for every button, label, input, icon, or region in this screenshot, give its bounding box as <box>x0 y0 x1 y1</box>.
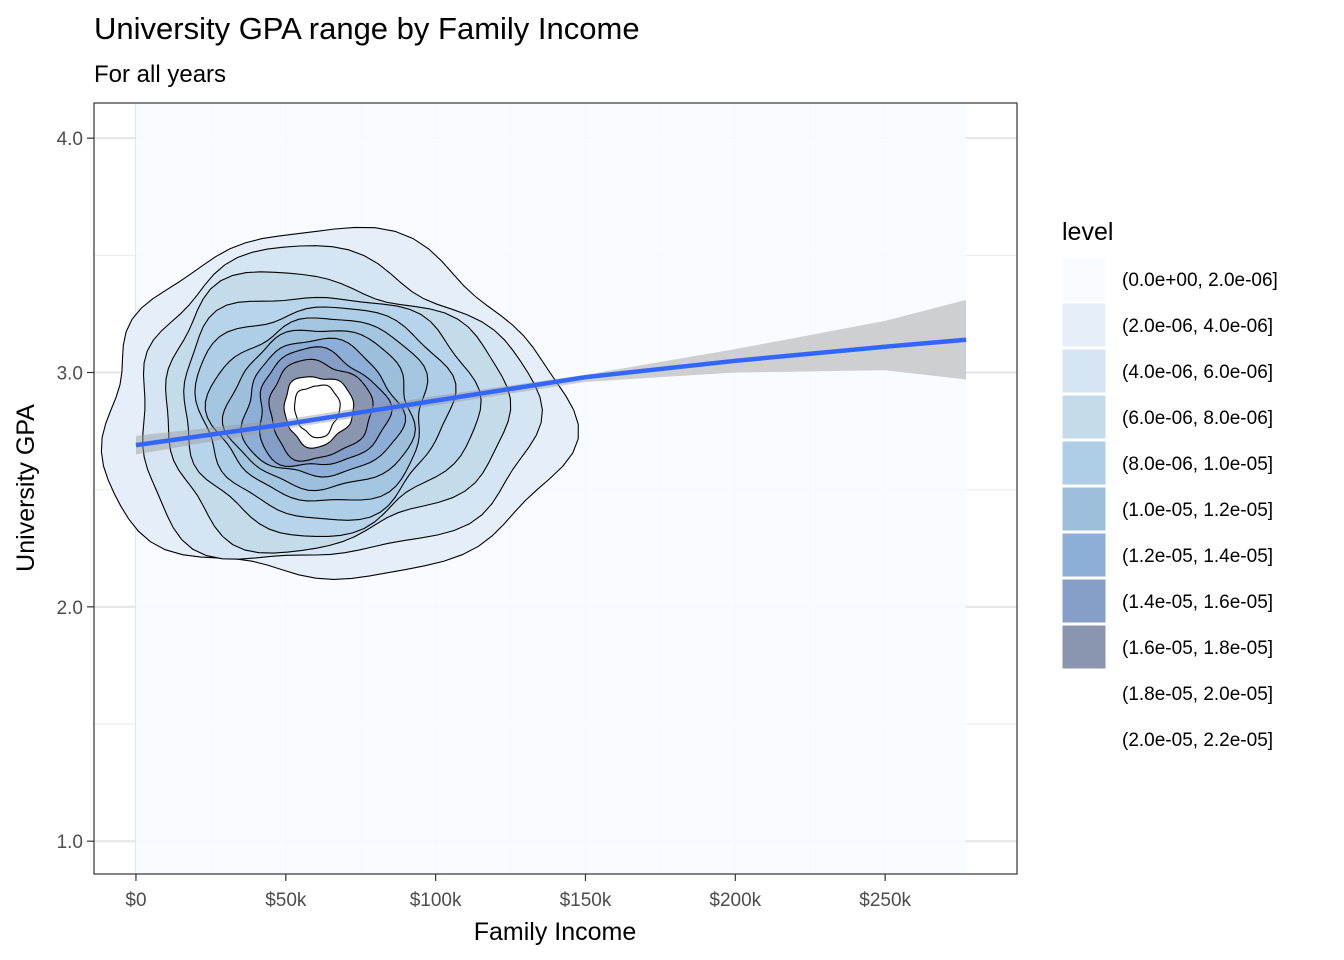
x-tick-label: $100k <box>410 890 462 911</box>
legend: (0.0e+00, 2.0e-06] (2.0e-06, 4.0e-06] (4.0… <box>1061 256 1278 762</box>
legend-key <box>1061 578 1107 624</box>
x-tick-label: $0 <box>125 890 146 911</box>
y-tick-label: 3.0 <box>57 363 83 384</box>
legend-label: (2.0e-05, 2.2e-05] <box>1122 730 1273 751</box>
smooth-line <box>135 337 967 448</box>
legend-key <box>1061 302 1107 348</box>
legend-label: (0.0e+00, 2.0e-06] <box>1122 270 1278 291</box>
y-tick-label: 4.0 <box>57 129 83 150</box>
density-contours <box>100 103 967 874</box>
legend-label: (2.0e-06, 4.0e-06] <box>1122 316 1273 337</box>
legend-label: (4.0e-06, 6.0e-06] <box>1122 362 1273 383</box>
density-contour <box>293 384 341 439</box>
legend-key <box>1061 670 1107 716</box>
legend-key <box>1061 256 1107 302</box>
legend-key <box>1061 624 1107 670</box>
legend-title: level <box>1062 218 1113 246</box>
legend-label: (1.0e-05, 1.2e-05] <box>1122 500 1273 521</box>
legend-key <box>1061 716 1107 762</box>
legend-label: (8.0e-06, 1.0e-05] <box>1122 454 1273 475</box>
x-axis: $0 $50k $100k $150k $200k $250k <box>125 874 912 911</box>
y-tick-label: 1.0 <box>57 832 83 853</box>
y-axis-title: University GPA <box>12 404 40 572</box>
legend-label: (6.0e-06, 8.0e-06] <box>1122 408 1273 429</box>
legend-key <box>1061 394 1107 440</box>
plot-panel-border <box>93 102 1018 875</box>
chart-subtitle: For all years <box>94 61 226 88</box>
y-axis: 1.0 2.0 3.0 4.0 <box>57 129 94 853</box>
x-tick-label: $250k <box>859 890 911 911</box>
smooth-trend <box>135 299 967 455</box>
legend-label: (1.4e-05, 1.6e-05] <box>1122 592 1273 613</box>
legend-label: (1.2e-05, 1.4e-05] <box>1122 546 1273 567</box>
x-tick-label: $150k <box>560 890 612 911</box>
legend-key <box>1061 532 1107 578</box>
x-tick-label: $50k <box>265 890 307 911</box>
x-tick-label: $200k <box>709 890 761 911</box>
x-axis-title: Family Income <box>474 918 637 946</box>
y-tick-label: 2.0 <box>57 598 83 619</box>
legend-key <box>1061 486 1107 532</box>
legend-key <box>1061 440 1107 486</box>
legend-label: (1.8e-05, 2.0e-05] <box>1122 684 1273 705</box>
legend-key <box>1061 348 1107 394</box>
legend-label: (1.6e-05, 1.8e-05] <box>1122 638 1273 659</box>
chart-title: University GPA range by Family Income <box>94 11 640 46</box>
